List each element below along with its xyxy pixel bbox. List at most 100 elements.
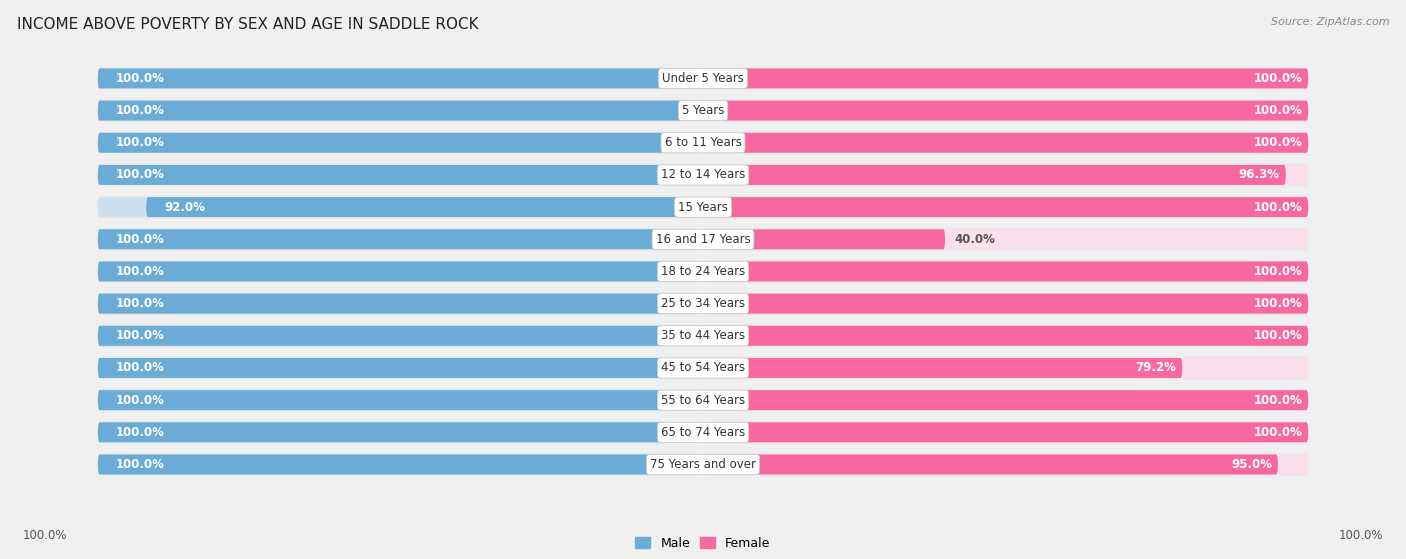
Text: 100.0%: 100.0% [1253, 136, 1302, 149]
FancyBboxPatch shape [703, 197, 1308, 217]
FancyBboxPatch shape [98, 165, 703, 185]
Text: 100.0%: 100.0% [115, 426, 165, 439]
FancyBboxPatch shape [98, 101, 703, 121]
Text: 100.0%: 100.0% [115, 168, 165, 182]
FancyBboxPatch shape [703, 454, 1278, 475]
FancyBboxPatch shape [703, 358, 1308, 378]
FancyBboxPatch shape [703, 325, 1308, 347]
FancyBboxPatch shape [98, 326, 703, 346]
FancyBboxPatch shape [703, 390, 1308, 410]
FancyBboxPatch shape [703, 197, 1308, 217]
FancyBboxPatch shape [98, 133, 703, 153]
FancyBboxPatch shape [98, 262, 703, 281]
Text: 92.0%: 92.0% [165, 201, 205, 214]
Text: 100.0%: 100.0% [1253, 72, 1302, 85]
FancyBboxPatch shape [703, 423, 1308, 442]
Text: 25 to 34 Years: 25 to 34 Years [661, 297, 745, 310]
FancyBboxPatch shape [98, 454, 703, 475]
FancyBboxPatch shape [703, 133, 1308, 153]
Text: 100.0%: 100.0% [115, 458, 165, 471]
FancyBboxPatch shape [703, 262, 1308, 281]
FancyBboxPatch shape [98, 197, 703, 217]
Text: 100.0%: 100.0% [1253, 394, 1302, 406]
FancyBboxPatch shape [98, 229, 703, 249]
Text: 96.3%: 96.3% [1239, 168, 1279, 182]
FancyBboxPatch shape [98, 358, 703, 378]
FancyBboxPatch shape [98, 423, 703, 442]
FancyBboxPatch shape [98, 325, 703, 347]
Text: 100.0%: 100.0% [1253, 426, 1302, 439]
FancyBboxPatch shape [703, 101, 1308, 121]
FancyBboxPatch shape [98, 165, 703, 185]
FancyBboxPatch shape [703, 133, 1308, 153]
FancyBboxPatch shape [98, 229, 703, 249]
FancyBboxPatch shape [98, 293, 703, 314]
Text: 100.0%: 100.0% [1253, 265, 1302, 278]
Legend: Male, Female: Male, Female [630, 532, 776, 555]
FancyBboxPatch shape [703, 165, 1308, 185]
FancyBboxPatch shape [703, 165, 1286, 185]
FancyBboxPatch shape [98, 131, 703, 154]
FancyBboxPatch shape [703, 131, 1308, 154]
Text: 55 to 64 Years: 55 to 64 Years [661, 394, 745, 406]
FancyBboxPatch shape [703, 68, 1308, 88]
FancyBboxPatch shape [703, 326, 1308, 346]
FancyBboxPatch shape [703, 389, 1308, 411]
FancyBboxPatch shape [98, 421, 703, 444]
FancyBboxPatch shape [703, 454, 1308, 475]
Text: Source: ZipAtlas.com: Source: ZipAtlas.com [1271, 17, 1389, 27]
Text: 100.0%: 100.0% [115, 265, 165, 278]
Text: 6 to 11 Years: 6 to 11 Years [665, 136, 741, 149]
Text: 100.0%: 100.0% [115, 72, 165, 85]
Text: 45 to 54 Years: 45 to 54 Years [661, 362, 745, 375]
FancyBboxPatch shape [703, 326, 1308, 346]
Text: 100.0%: 100.0% [115, 136, 165, 149]
Text: 100.0%: 100.0% [1339, 529, 1384, 542]
FancyBboxPatch shape [98, 228, 703, 250]
FancyBboxPatch shape [98, 68, 703, 88]
FancyBboxPatch shape [98, 358, 703, 378]
FancyBboxPatch shape [703, 229, 945, 249]
FancyBboxPatch shape [98, 260, 703, 283]
FancyBboxPatch shape [703, 421, 1308, 444]
Text: 100.0%: 100.0% [115, 362, 165, 375]
Text: Under 5 Years: Under 5 Years [662, 72, 744, 85]
FancyBboxPatch shape [98, 292, 703, 315]
Text: 100.0%: 100.0% [115, 233, 165, 246]
Text: 100.0%: 100.0% [1253, 104, 1302, 117]
FancyBboxPatch shape [98, 390, 703, 410]
FancyBboxPatch shape [98, 164, 703, 186]
FancyBboxPatch shape [703, 292, 1308, 315]
FancyBboxPatch shape [98, 326, 703, 346]
FancyBboxPatch shape [703, 100, 1308, 122]
FancyBboxPatch shape [703, 229, 1308, 249]
FancyBboxPatch shape [703, 196, 1308, 219]
FancyBboxPatch shape [703, 262, 1308, 281]
Text: 15 Years: 15 Years [678, 201, 728, 214]
FancyBboxPatch shape [703, 423, 1308, 442]
Text: 16 and 17 Years: 16 and 17 Years [655, 233, 751, 246]
FancyBboxPatch shape [98, 454, 703, 475]
Text: 100.0%: 100.0% [115, 104, 165, 117]
Text: 18 to 24 Years: 18 to 24 Years [661, 265, 745, 278]
FancyBboxPatch shape [98, 133, 703, 153]
FancyBboxPatch shape [98, 390, 703, 410]
Text: 12 to 14 Years: 12 to 14 Years [661, 168, 745, 182]
Text: 95.0%: 95.0% [1230, 458, 1272, 471]
FancyBboxPatch shape [98, 389, 703, 411]
FancyBboxPatch shape [98, 67, 703, 89]
FancyBboxPatch shape [703, 68, 1308, 88]
Text: 100.0%: 100.0% [115, 329, 165, 342]
FancyBboxPatch shape [703, 101, 1308, 121]
Text: 100.0%: 100.0% [22, 529, 67, 542]
Text: 65 to 74 Years: 65 to 74 Years [661, 426, 745, 439]
FancyBboxPatch shape [703, 390, 1308, 410]
Text: 75 Years and over: 75 Years and over [650, 458, 756, 471]
FancyBboxPatch shape [703, 293, 1308, 314]
FancyBboxPatch shape [98, 453, 703, 476]
FancyBboxPatch shape [703, 164, 1308, 186]
Text: 100.0%: 100.0% [1253, 329, 1302, 342]
FancyBboxPatch shape [703, 260, 1308, 283]
FancyBboxPatch shape [703, 228, 1308, 250]
Text: 100.0%: 100.0% [1253, 201, 1302, 214]
